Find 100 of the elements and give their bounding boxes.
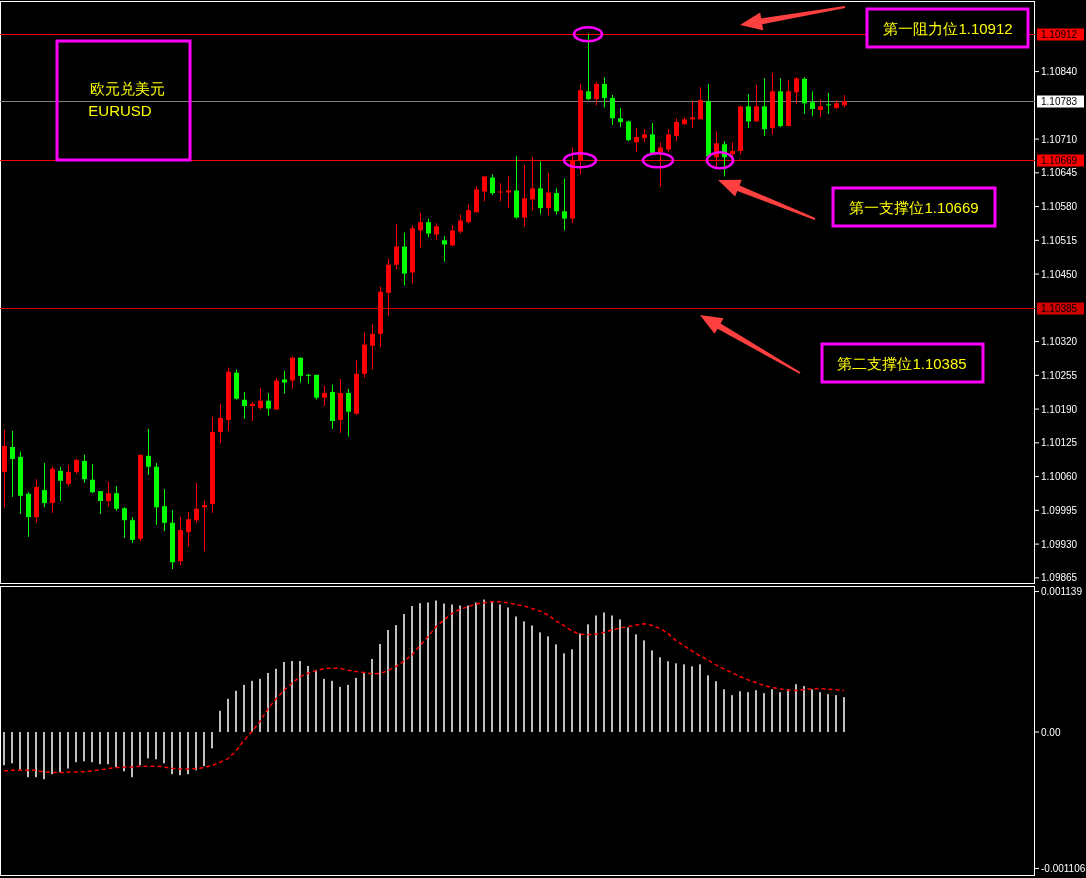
bar: [483, 599, 485, 733]
ref-line-label: 1.10385: [1041, 303, 1078, 314]
candlestick: [10, 430, 15, 498]
bar: [779, 692, 781, 733]
candlestick: [282, 370, 287, 395]
bar: [635, 634, 637, 733]
candlestick: [602, 76, 607, 108]
candlestick: [522, 164, 527, 227]
bar: [219, 710, 221, 733]
y-tick-label: 1.09865: [1041, 572, 1078, 584]
bar: [339, 686, 341, 733]
bar: [459, 605, 461, 733]
ref-line-label: 1.10669: [1041, 155, 1078, 166]
bar: [795, 684, 797, 733]
bar: [491, 601, 493, 733]
candlestick: [650, 122, 655, 156]
bar: [163, 732, 165, 764]
bar: [291, 660, 293, 733]
candlestick: [562, 178, 567, 231]
y-tick-label: 1.10320: [1041, 336, 1078, 348]
bar: [571, 649, 573, 733]
bar: [651, 650, 653, 733]
bar: [499, 604, 501, 733]
candlestick: [218, 403, 223, 444]
bar: [155, 732, 157, 760]
bar: [435, 600, 437, 733]
bar: [755, 690, 757, 733]
bar: [59, 732, 61, 773]
bar: [539, 632, 541, 733]
bar: [267, 672, 269, 733]
candlestick: [490, 173, 495, 196]
candlestick: [162, 488, 167, 532]
y-tick-label: 1.10840: [1041, 66, 1078, 78]
candlestick: [458, 213, 463, 235]
y-tick-label: 1.10060: [1041, 471, 1078, 483]
candlestick: [394, 223, 399, 270]
candlestick: [610, 94, 615, 126]
bar: [51, 732, 53, 775]
candlestick: [298, 357, 303, 384]
bar: [131, 732, 133, 778]
candlestick: [370, 323, 375, 371]
bar: [19, 732, 21, 770]
bar: [787, 689, 789, 733]
bar: [731, 695, 733, 733]
candlestick: [106, 481, 111, 507]
bar: [403, 614, 405, 733]
bar: [659, 657, 661, 733]
candlestick: [418, 212, 423, 249]
bar: [699, 664, 701, 733]
candlestick: [762, 77, 767, 137]
y-tick-label: 0.001139: [1041, 586, 1083, 598]
bar: [627, 627, 629, 733]
bar: [91, 732, 93, 763]
bar: [75, 732, 77, 763]
bar: [243, 684, 245, 733]
annotation: 第一阻力位1.10912: [883, 19, 1013, 37]
bar: [723, 689, 725, 733]
bar: [315, 669, 317, 733]
bar: [411, 606, 413, 733]
bar: [579, 633, 581, 733]
bar: [379, 643, 381, 733]
y-tick-label: 1.10710: [1041, 133, 1078, 145]
bar: [619, 619, 621, 733]
bar: [115, 732, 117, 768]
candlestick: [322, 385, 327, 407]
bar: [147, 732, 149, 759]
bar: [603, 612, 605, 733]
candlestick: [746, 93, 751, 129]
candlestick: [306, 373, 311, 385]
candlestick: [194, 482, 199, 524]
y-tick-label: 1.09995: [1041, 504, 1078, 516]
candlestick: [442, 235, 447, 263]
candlestick: [626, 119, 631, 142]
bar: [675, 663, 677, 733]
bar: [43, 732, 45, 780]
candlestick: [90, 463, 95, 494]
candlestick: [674, 117, 679, 142]
y-tick-label: 0.00: [1041, 726, 1061, 738]
candlestick: [346, 388, 351, 438]
bar: [355, 677, 357, 733]
bar: [739, 691, 741, 733]
candlestick: [698, 86, 703, 120]
bar: [715, 681, 717, 733]
bar: [531, 625, 533, 733]
candlestick: [498, 182, 503, 202]
candlestick: [634, 127, 639, 153]
candlestick: [266, 392, 271, 417]
candlestick: [826, 92, 831, 115]
bar: [283, 661, 285, 733]
bar: [643, 640, 645, 733]
candlestick: [146, 428, 151, 476]
candlestick: [242, 391, 247, 420]
bar: [187, 732, 189, 775]
bar: [555, 644, 557, 733]
candlestick: [474, 185, 479, 213]
y-tick-label: 1.10450: [1041, 268, 1078, 280]
candlestick: [466, 204, 471, 224]
annotation: 欧元兑美元: [89, 79, 165, 97]
bar: [419, 603, 421, 733]
candlestick: [98, 490, 103, 515]
